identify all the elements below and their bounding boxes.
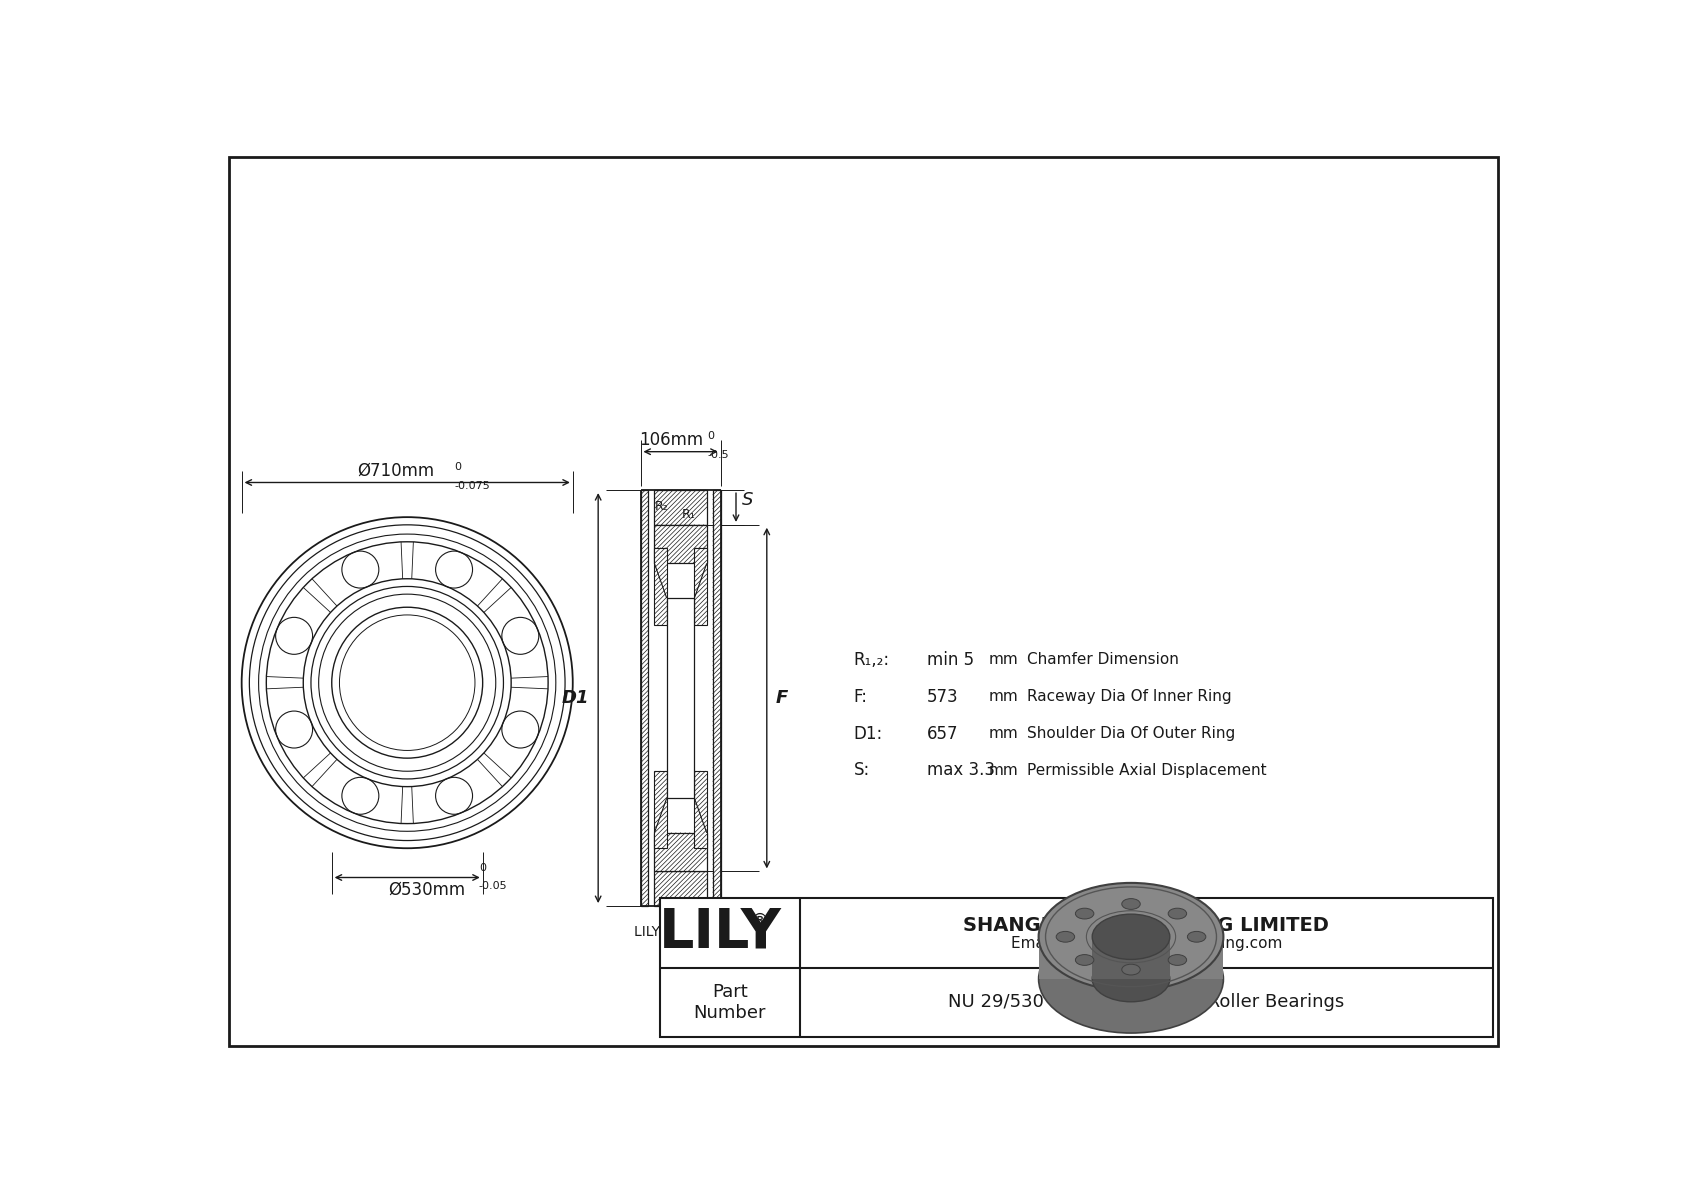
- Text: -0.05: -0.05: [478, 880, 507, 891]
- Text: Permissible Axial Displacement: Permissible Axial Displacement: [1027, 763, 1266, 778]
- Ellipse shape: [1187, 931, 1206, 942]
- Ellipse shape: [1122, 898, 1140, 910]
- Text: LILY BEARING: LILY BEARING: [635, 925, 727, 940]
- Bar: [640, 491, 648, 906]
- Text: ®: ®: [749, 911, 768, 930]
- Ellipse shape: [1169, 909, 1187, 919]
- Ellipse shape: [1076, 955, 1095, 966]
- Text: SHANGHAI LILY BEARING LIMITED: SHANGHAI LILY BEARING LIMITED: [963, 916, 1329, 935]
- Ellipse shape: [1169, 955, 1187, 966]
- Text: NU 29/530 ECMA Cylindrical Roller Bearings: NU 29/530 ECMA Cylindrical Roller Bearin…: [948, 993, 1344, 1011]
- Text: mm: mm: [989, 690, 1019, 704]
- Text: D1: D1: [561, 690, 589, 707]
- Text: Shoulder Dia Of Outer Ring: Shoulder Dia Of Outer Ring: [1027, 727, 1236, 741]
- Text: max 3.3: max 3.3: [926, 761, 995, 779]
- Text: F: F: [776, 690, 788, 707]
- Text: Part
Number: Part Number: [694, 983, 766, 1022]
- Bar: [667, 598, 694, 798]
- Ellipse shape: [1076, 909, 1095, 919]
- Ellipse shape: [1122, 965, 1140, 975]
- Polygon shape: [1039, 937, 1223, 979]
- Text: R₂: R₂: [655, 500, 669, 513]
- Bar: [655, 772, 667, 848]
- Text: -0.5: -0.5: [707, 450, 729, 460]
- Text: D1:: D1:: [854, 724, 882, 742]
- Ellipse shape: [1056, 931, 1074, 942]
- Text: mm: mm: [989, 727, 1019, 741]
- Text: 657: 657: [926, 724, 958, 742]
- Text: min 5: min 5: [926, 650, 973, 668]
- Bar: [694, 548, 707, 625]
- Ellipse shape: [1039, 925, 1223, 1033]
- Bar: [655, 833, 707, 872]
- Text: F:: F:: [854, 687, 867, 705]
- Text: 106mm: 106mm: [640, 431, 704, 449]
- Text: 573: 573: [926, 687, 958, 705]
- Text: R₁,₂:: R₁,₂:: [854, 650, 889, 668]
- Bar: [655, 548, 667, 625]
- Text: 0: 0: [707, 431, 714, 441]
- Text: Raceway Dia Of Inner Ring: Raceway Dia Of Inner Ring: [1027, 690, 1231, 704]
- Text: R₁: R₁: [682, 509, 695, 520]
- Bar: [655, 525, 707, 563]
- Text: Ø530mm: Ø530mm: [387, 880, 465, 898]
- Bar: [655, 872, 707, 906]
- Text: mm: mm: [989, 763, 1019, 778]
- Text: 0: 0: [478, 863, 485, 873]
- Bar: [660, 898, 1494, 1037]
- Text: Chamfer Dimension: Chamfer Dimension: [1027, 653, 1179, 667]
- Text: mm: mm: [989, 653, 1019, 667]
- Ellipse shape: [1093, 956, 1170, 1002]
- Bar: [712, 491, 721, 906]
- Text: S: S: [743, 491, 753, 509]
- Bar: [655, 491, 707, 525]
- Ellipse shape: [1039, 883, 1223, 991]
- Ellipse shape: [1093, 915, 1170, 960]
- Text: -0.075: -0.075: [455, 481, 490, 491]
- Text: Email: lilybearing@lily-bearing.com: Email: lilybearing@lily-bearing.com: [1010, 935, 1282, 950]
- Text: S:: S:: [854, 761, 871, 779]
- Text: 0: 0: [455, 462, 461, 472]
- Polygon shape: [1093, 937, 1170, 979]
- Text: LILY: LILY: [658, 906, 781, 960]
- Bar: [694, 772, 707, 848]
- Text: Ø710mm: Ø710mm: [357, 461, 434, 480]
